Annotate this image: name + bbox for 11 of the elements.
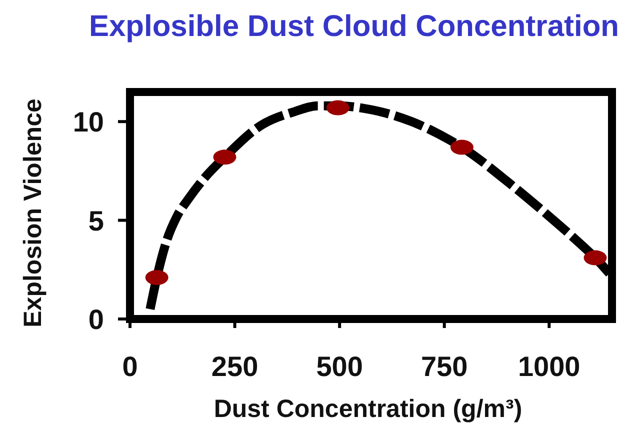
x-axis-title: Dust Concentration (g/m³) <box>214 395 522 423</box>
chart-title: Explosible Dust Cloud Concentration <box>88 10 620 43</box>
x-tick-label: 750 <box>420 351 468 382</box>
x-tick-label: 0 <box>122 351 138 382</box>
y-tick-label: 5 <box>88 205 104 236</box>
x-tick-label: 500 <box>316 351 363 382</box>
y-tick-label: 10 <box>72 106 104 138</box>
x-tick-label: 1000 <box>518 351 580 382</box>
x-tick-label: 250 <box>211 351 258 382</box>
y-tick-label: 0 <box>88 304 104 336</box>
y-axis-title: Explosion Violence <box>19 98 47 328</box>
